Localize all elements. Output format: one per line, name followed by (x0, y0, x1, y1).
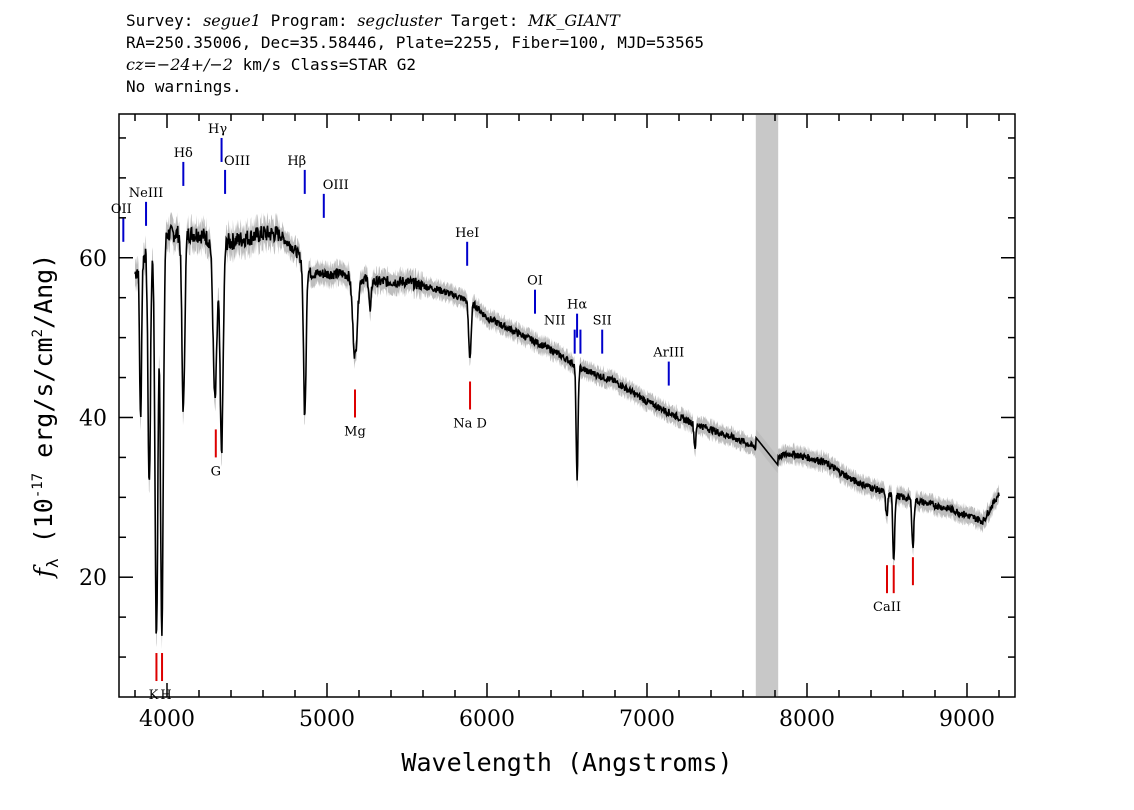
header-segment: Program: (260, 11, 358, 30)
emission-line-label: OIII (323, 178, 349, 193)
header-line-survey: Survey: segue1 Program: segcluster Targe… (126, 10, 704, 32)
emission-line-label: Hγ (208, 122, 227, 137)
absorption-line-label: H (160, 688, 171, 703)
header-segment: −24+/−2 (156, 55, 233, 74)
absorption-line-label: K (149, 688, 159, 703)
error-band (135, 212, 999, 650)
emission-line-label: Hα (567, 298, 587, 313)
error-band-area (135, 212, 999, 650)
masked-region-band (755, 115, 779, 696)
x-tick-label: 9000 (939, 707, 995, 732)
absorption-line-label: CaII (873, 600, 901, 615)
header-line-warnings: No warnings. (126, 77, 242, 96)
x-tick-label: 4000 (139, 707, 195, 732)
emission-line-label: Hδ (174, 146, 193, 161)
absorption-line-label: Mg (344, 424, 366, 439)
absorption-line-label: G (211, 464, 221, 479)
header-segment: segue1 (203, 11, 261, 30)
y-axis-title-part: /Ang) (29, 254, 58, 329)
plot-frame (118, 113, 1016, 698)
header-segment: Target: (441, 11, 529, 30)
y-axis-title-part: λ (43, 558, 62, 568)
emission-line-label: SII (593, 314, 612, 329)
y-axis-title-part: -17 (30, 473, 46, 498)
y-axis-title-part: f (29, 564, 58, 579)
x-axis-title: Wavelength (Angstroms) (401, 748, 732, 777)
emission-line-label: OII (111, 202, 132, 217)
header-segment: MK_GIANT (528, 11, 620, 30)
header-line-redshift: cz=−24+/−2 km/s Class=STAR G2 (126, 54, 704, 76)
masked-region (755, 115, 779, 696)
header-segment: segcluster (357, 11, 442, 30)
flux-series (134, 223, 1000, 636)
emission-line-label: HeI (455, 226, 479, 241)
header-segment: cz= (126, 55, 157, 74)
absorption-line-label: Na D (453, 416, 487, 431)
emission-line-label: NeIII (129, 186, 163, 201)
y-axis-title-part: erg/s/cm (29, 337, 58, 472)
y-tick-label: 60 (79, 247, 107, 272)
y-axis-title-part: 2 (30, 329, 46, 337)
emission-line-label: Hβ (287, 154, 306, 169)
y-axis-title: fλ (10-17 erg/s/cm2/Ang) (29, 254, 62, 580)
emission-line-label: ArIII (652, 346, 684, 361)
spectrum-header: Survey: segue1 Program: segcluster Targe… (126, 10, 704, 98)
header-line-coordinates: RA=250.35006, Dec=35.58446, Plate=2255, … (126, 33, 704, 52)
header-segment: Survey: (126, 11, 204, 30)
emission-line-label: OI (527, 274, 543, 289)
flux-line (134, 223, 1000, 636)
y-axis-title-part: (10 (29, 498, 58, 558)
header-segment: km/s Class=STAR G2 (232, 55, 416, 74)
axis-ticks: 4000 5000 6000 7000 8000 9000 20 40 60 (79, 114, 1015, 732)
x-tick-label: 8000 (779, 707, 835, 732)
y-tick-label: 40 (79, 406, 107, 431)
y-tick-label: 20 (79, 566, 107, 591)
x-tick-label: 6000 (459, 707, 515, 732)
x-tick-label: 5000 (299, 707, 355, 732)
emission-line-label: OIII (224, 154, 250, 169)
emission-line-label: NII (544, 314, 566, 329)
x-tick-label: 7000 (619, 707, 675, 732)
